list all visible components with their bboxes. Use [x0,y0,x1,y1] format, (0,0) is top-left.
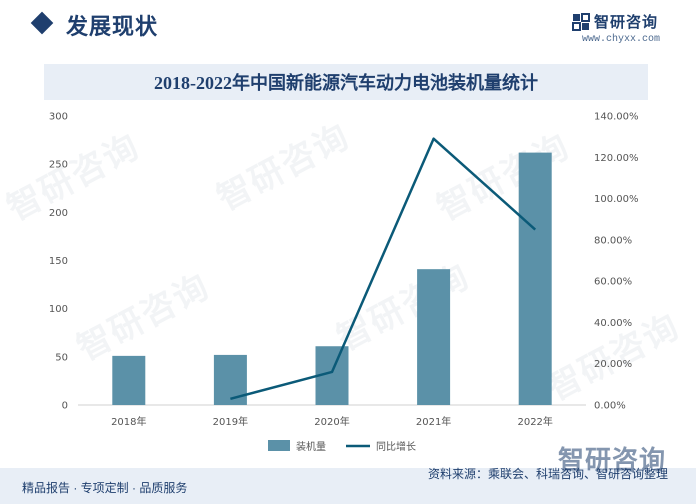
y-right-tick-label: 120.00% [594,153,639,164]
growth-line [230,137,537,401]
x-tick-label: 2019年 [213,415,248,428]
x-tick-label: 2021年 [416,415,451,428]
y-right-tick-label: 140.00% [594,112,639,123]
brand-url: www.chyxx.com [581,34,660,45]
y-left-tick-label: 50 [55,352,68,363]
footer-source: 资料来源：乘联会、科瑞咨询、智研咨询整理 [427,467,668,481]
header: 发展现状 智研咨询 www.chyxx.com [0,0,696,52]
y-right-tick-label: 40.00% [594,318,632,329]
brand-name: 智研咨询 [593,14,658,31]
y-right-tick-label: 80.00% [594,235,632,246]
y-right-tick-label: 60.00% [594,277,632,288]
y-left-tick-label: 250 [49,160,68,171]
x-tick-label: 2020年 [314,415,349,428]
footer-watermark: 智研咨询 [557,445,666,475]
bar [112,355,146,405]
legend-swatch-bar [268,440,290,451]
chart-title-band: 2018-2022年中国新能源汽车动力电池装机量统计 [44,64,648,100]
y-left-tick-label: 150 [49,256,68,267]
y-left-tick-label: 100 [49,304,68,315]
chart-title: 2018-2022年中国新能源汽车动力电池装机量统计 [154,73,538,93]
legend-label-bar: 装机量 [296,440,326,453]
y-right-tick-label: 20.00% [594,359,632,370]
y-left-tick-label: 300 [49,112,68,123]
y-right-tick-label: 0.00% [594,401,626,412]
footer-tagline: 精品报告 · 专项定制 · 品质服务 [22,481,188,495]
bar [518,152,552,405]
x-tick-label: 2022年 [517,415,552,428]
section-title: 发展现状 [66,14,159,39]
bar [213,354,247,405]
chyxx-logo-icon [571,12,590,31]
y-right-tick-label: 100.00% [594,194,639,205]
footer-bar [0,468,696,504]
y-left-tick-label: 0 [62,401,68,412]
legend-label-line: 同比增长 [376,440,416,453]
y-left-tick-label: 200 [49,208,68,219]
bar [417,269,451,405]
x-tick-label: 2018年 [111,415,146,428]
brand: 智研咨询 [571,11,658,32]
